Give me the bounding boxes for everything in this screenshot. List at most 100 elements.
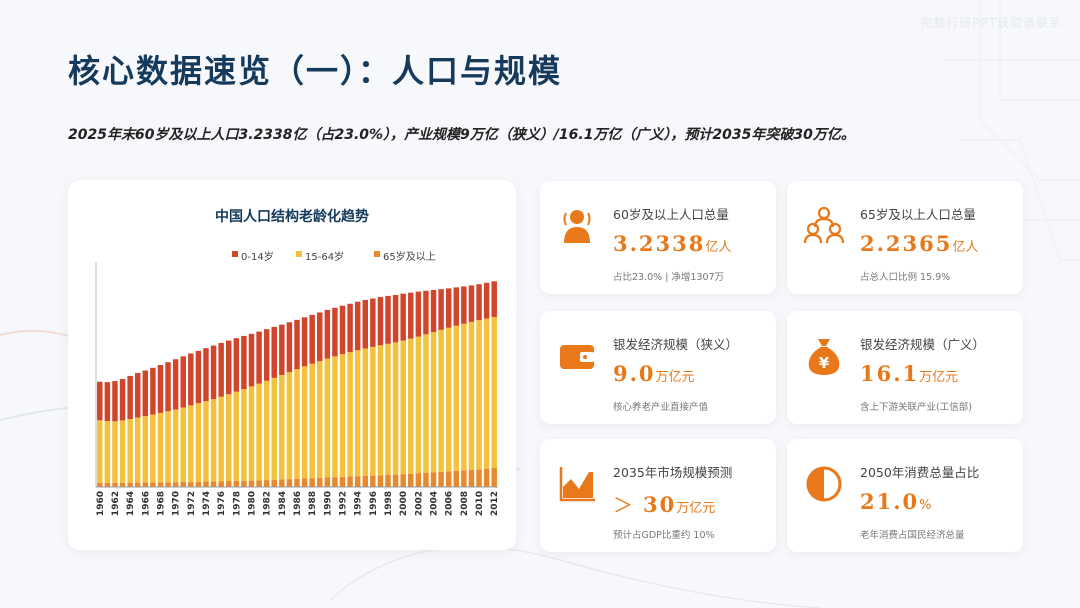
- bar-1978-series-2: [233, 480, 240, 487]
- bar-1983-series-0: [271, 326, 277, 378]
- x-tick-label: 1988: [308, 491, 318, 516]
- bar-2006-series-1: [445, 327, 452, 472]
- x-tick-label: 2004: [430, 491, 440, 516]
- bar-1976-series-1: [218, 396, 224, 482]
- bar-2008-series-1: [461, 323, 467, 471]
- x-tick-label: 2002: [414, 491, 424, 516]
- bar-1997-series-2: [377, 475, 384, 487]
- chart-card: 中国人口结构老龄化趋势 0-14岁 15-64岁 65岁及以上 1960 1962 19…: [68, 180, 516, 550]
- x-tick-label: 1996: [369, 491, 379, 516]
- bar-1990-series-1: [324, 358, 331, 478]
- bar-1975-series-0: [210, 345, 217, 400]
- bar-2005-series-1: [438, 329, 444, 472]
- bar-1994-series-2: [354, 476, 361, 487]
- bar-2011-series-2: [483, 468, 490, 487]
- bar-1992-series-0: [339, 305, 346, 355]
- bar-1968-series-1: [157, 412, 164, 483]
- bar-1995-series-1: [362, 348, 368, 476]
- people-group-icon: [803, 206, 845, 244]
- bar-1971-series-2: [180, 482, 186, 487]
- bar-1964-series-2: [127, 482, 133, 487]
- bar-1978-series-1: [233, 391, 240, 481]
- watermark: 完整行研PPT获取请联系: [920, 16, 1062, 30]
- wallet-icon: [560, 345, 594, 369]
- bar-2003-series-0: [423, 290, 429, 335]
- bar-2007-series-1: [453, 325, 460, 471]
- bar-1972-series-0: [188, 353, 194, 406]
- bar-1983-series-2: [271, 479, 277, 487]
- bar-1993-series-2: [347, 476, 353, 487]
- card-value: 3.2338亿人: [613, 231, 732, 256]
- bar-1989-series-1: [317, 361, 323, 478]
- bar-2008-series-2: [461, 470, 467, 487]
- bar-2007-series-2: [453, 470, 460, 487]
- x-tick-label: 2000: [399, 491, 409, 516]
- x-tick-label: 1970: [172, 491, 182, 516]
- bar-2000-series-1: [400, 340, 406, 475]
- bar-1985-series-2: [286, 479, 293, 488]
- card-silver-economy-broad: ¥ 银发经济规模（广义） 16.1万亿元 含上下游关联产业(工信部): [787, 311, 1023, 424]
- bar-1963-series-1: [119, 420, 126, 483]
- card-note: 含上下游关联产业(工信部): [860, 402, 972, 413]
- x-tick-label: 2006: [445, 491, 455, 516]
- bar-1999-series-1: [392, 342, 399, 475]
- bar-2006-series-2: [445, 471, 452, 487]
- bar-2000-series-0: [400, 293, 406, 341]
- bar-1989-series-2: [317, 477, 323, 487]
- bar-1962-series-0: [112, 381, 118, 422]
- bar-1984-series-2: [279, 479, 285, 487]
- bar-1991-series-0: [332, 307, 338, 357]
- card-value: 2.2365亿人: [860, 231, 979, 256]
- bar-1965-series-2: [134, 482, 141, 487]
- bar-1971-series-0: [180, 356, 186, 408]
- bar-1991-series-1: [332, 356, 338, 478]
- bar-1970-series-1: [172, 409, 179, 483]
- bar-1980-series-2: [248, 480, 255, 487]
- bar-1961-series-1: [104, 421, 111, 483]
- bar-1997-series-1: [377, 345, 384, 476]
- bar-1976-series-2: [218, 481, 224, 487]
- legend-label: 15-64岁: [305, 250, 344, 263]
- bar-2001-series-1: [408, 338, 414, 474]
- card-label: 2035年市场规模预测: [613, 465, 733, 480]
- legend-swatch: [232, 251, 238, 257]
- card-value: 9.0万亿元: [613, 361, 695, 386]
- bar-1981-series-1: [256, 383, 262, 481]
- bar-1982-series-1: [263, 380, 270, 481]
- bar-1987-series-2: [301, 478, 308, 487]
- bar-1999-series-2: [392, 474, 399, 488]
- bar-1996-series-2: [370, 475, 376, 487]
- bar-2012-series-2: [491, 468, 497, 487]
- bar-1991-series-2: [332, 477, 338, 487]
- bar-1993-series-0: [347, 303, 353, 353]
- card-note: 占总人口比例 15.9%: [860, 272, 951, 283]
- bar-1966-series-0: [142, 370, 149, 417]
- bar-2006-series-0: [445, 288, 452, 328]
- bar-1994-series-1: [354, 350, 361, 477]
- card-value: 21.0%: [860, 489, 932, 514]
- bar-2001-series-0: [408, 292, 414, 339]
- bar-1987-series-1: [301, 366, 308, 479]
- bar-1986-series-1: [294, 369, 300, 479]
- card-note: 占比23.0% | 净增1307万: [613, 272, 725, 283]
- bar-2004-series-1: [430, 332, 437, 473]
- bar-2010-series-2: [476, 469, 482, 487]
- card-label: 2050年消费总量占比: [860, 465, 980, 480]
- bar-1994-series-0: [354, 301, 361, 351]
- bar-1972-series-2: [188, 481, 194, 487]
- bar-1967-series-2: [150, 482, 156, 487]
- bar-2002-series-1: [415, 336, 422, 474]
- x-tick-label: 1990: [323, 491, 333, 516]
- x-tick-label: 2012: [490, 491, 500, 516]
- legend-swatch: [374, 251, 380, 257]
- bar-1980-series-0: [248, 333, 255, 387]
- x-tick-label: 1982: [263, 491, 273, 516]
- bar-1996-series-0: [370, 298, 376, 347]
- bar-1963-series-0: [119, 378, 126, 421]
- legend-swatch: [296, 251, 302, 257]
- bar-1970-series-0: [172, 359, 179, 410]
- bar-1971-series-1: [180, 407, 186, 483]
- x-tick-label: 1964: [126, 491, 136, 516]
- bar-1981-series-0: [256, 331, 262, 384]
- bar-1967-series-0: [150, 367, 156, 415]
